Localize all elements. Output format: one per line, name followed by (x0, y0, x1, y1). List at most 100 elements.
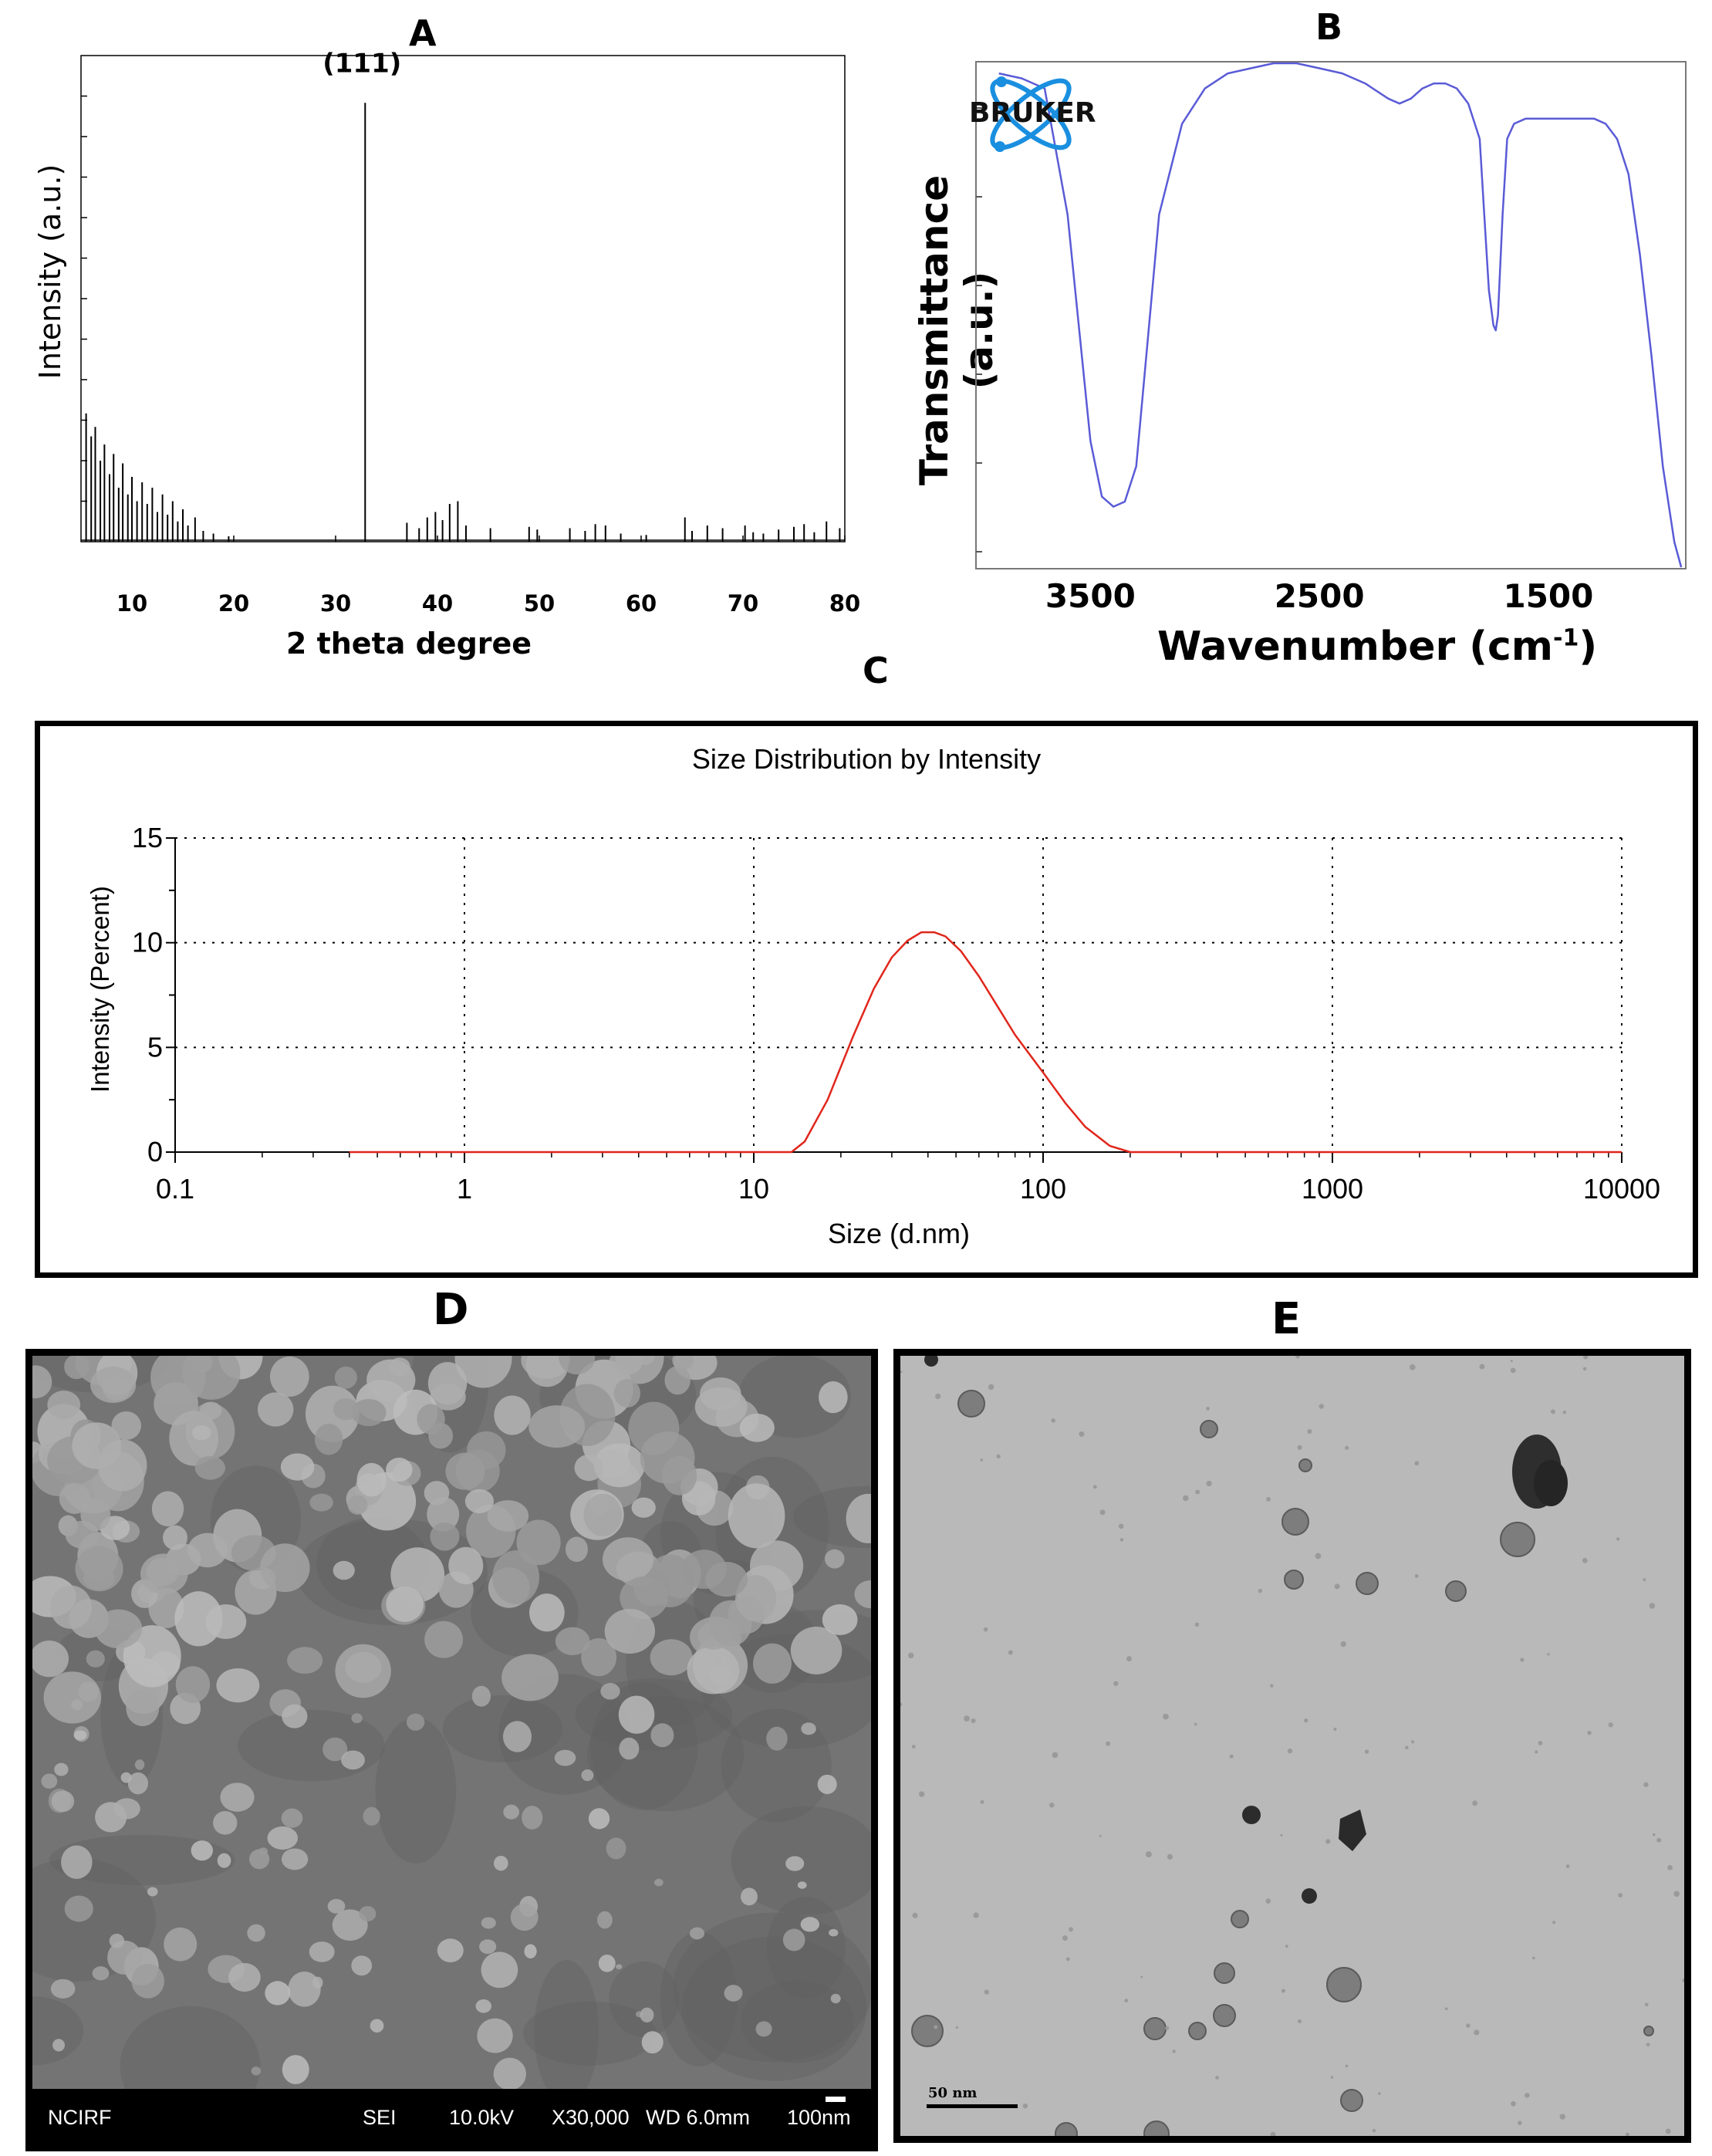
sem-particle (620, 1576, 668, 1620)
sem-particle (309, 1941, 335, 1962)
sem-particle (492, 1550, 540, 1604)
tem-speck (1582, 1557, 1588, 1563)
tem-speck (1378, 2092, 1381, 2095)
sem-status-magnification: X30,000 (552, 2106, 630, 2129)
sem-particle (493, 1855, 508, 1871)
tem-speck (1656, 1837, 1662, 1843)
sem-particle (524, 1944, 537, 1958)
sem-particle (288, 1971, 321, 2007)
sem-particle (597, 1911, 613, 1929)
panel-a-label: A (409, 12, 437, 54)
tem-speck (1372, 2128, 1376, 2133)
tem-speck (1079, 1431, 1085, 1438)
sem-particle (555, 1627, 590, 1655)
tem-speck (1405, 1745, 1409, 1750)
tem-speck (1304, 1718, 1308, 1723)
sem-particle (192, 1424, 211, 1441)
sem-particle (672, 1356, 694, 1370)
tem-speck (1258, 1588, 1263, 1593)
tem-speck (980, 1799, 984, 1804)
sem-particle (616, 1964, 623, 1969)
tem-speck (1409, 1364, 1416, 1370)
sem-particle (90, 1366, 137, 1404)
tem-speck (1092, 1485, 1097, 1489)
panel-a-xlabel: 2 theta degree (285, 627, 532, 661)
sem-particle (134, 1759, 145, 1770)
sem-particle (522, 1806, 543, 1830)
tem-particle (1326, 1967, 1362, 2002)
sem-particle (351, 1955, 373, 1976)
sem-particle (217, 1853, 231, 1868)
sem-particle (606, 1837, 626, 1860)
sem-particle (785, 1856, 805, 1871)
tem-speck (955, 2026, 959, 2029)
sem-particle (430, 1522, 460, 1551)
sem-particle (107, 1940, 142, 1975)
transmittance-line (998, 62, 1683, 568)
sem-particle (282, 2055, 309, 2084)
tem-speck (1119, 1538, 1124, 1542)
tem-particle (1445, 1580, 1467, 1602)
tem-speck (1280, 1833, 1283, 1837)
tem-speck (1195, 1489, 1200, 1495)
sem-particle (113, 1798, 140, 1820)
tem-speck (1022, 2103, 1028, 2109)
sem-particle (598, 1955, 616, 1972)
tem-speck (1665, 2128, 1671, 2134)
sem-particle (52, 2039, 66, 2052)
sem-particle (51, 1790, 75, 1813)
x-tick-label: 30 (320, 590, 351, 617)
sem-particle (797, 1881, 807, 1889)
sem-particle (830, 1993, 841, 2004)
tem-speck (1525, 2093, 1530, 2098)
tem-speck (1644, 2002, 1649, 2007)
sem-particle (554, 1749, 576, 1766)
tem-speck (1547, 1653, 1550, 1656)
sem-particle (126, 1689, 160, 1726)
tem-speck (1587, 1730, 1592, 1735)
y-tick-label: 10 (132, 927, 163, 958)
sem-particle (493, 2057, 526, 2089)
sem-status-wd: WD 6.0mm (646, 2106, 750, 2129)
y-tick-label: 5 (147, 1031, 163, 1063)
tem-speck (935, 1393, 941, 1400)
tem-speck (1608, 1722, 1613, 1728)
sem-particle (199, 1401, 222, 1420)
sem-particle (64, 1895, 93, 1922)
x-tick-label: 1000 (1302, 1173, 1363, 1205)
sem-particle (475, 1999, 492, 2013)
tem-speck (1682, 1978, 1684, 1982)
sem-particle (481, 1917, 496, 1929)
sem-particle (80, 1498, 111, 1531)
sem-particle (487, 1500, 529, 1532)
sem-particle (43, 1671, 102, 1724)
tem-speck (1270, 1684, 1274, 1688)
sem-particle (335, 1644, 391, 1698)
tem-speck (908, 1652, 914, 1659)
tem-speck (1118, 1523, 1124, 1529)
tem-speck (1106, 1741, 1111, 1746)
sem-particle (386, 1458, 413, 1482)
tem-speck (973, 1912, 979, 1918)
sem-particle (728, 1483, 785, 1549)
tem-speck (1113, 1681, 1119, 1686)
sem-particle (213, 1810, 238, 1835)
panel-e-frame: 50 nm (893, 1349, 1691, 2143)
tem-speck (1307, 1428, 1312, 1434)
x-tick-label: 100 (1020, 1173, 1066, 1205)
panel-b: B Transmittance (a.u.) Wavenumber (cm-1)… (880, 0, 1712, 679)
sem-particle (516, 1519, 561, 1566)
sem-scale-bar (826, 2097, 846, 2102)
sem-particle (47, 1391, 81, 1420)
sem-particle (529, 1593, 565, 1632)
sem-particle (755, 2021, 772, 2037)
sem-particle (525, 1356, 569, 1387)
panel-b-xlabel: Wavenumber (cm-1) (1157, 623, 1620, 670)
sem-particle (801, 1722, 816, 1735)
x-tick-label: 1500 (1503, 577, 1593, 615)
sem-particle (583, 1493, 623, 1536)
sem-particle (220, 1783, 255, 1812)
sem-particle (370, 2019, 384, 2033)
panel-b-xlabel-close: ) (1579, 623, 1598, 670)
tem-particle (1143, 2017, 1167, 2040)
